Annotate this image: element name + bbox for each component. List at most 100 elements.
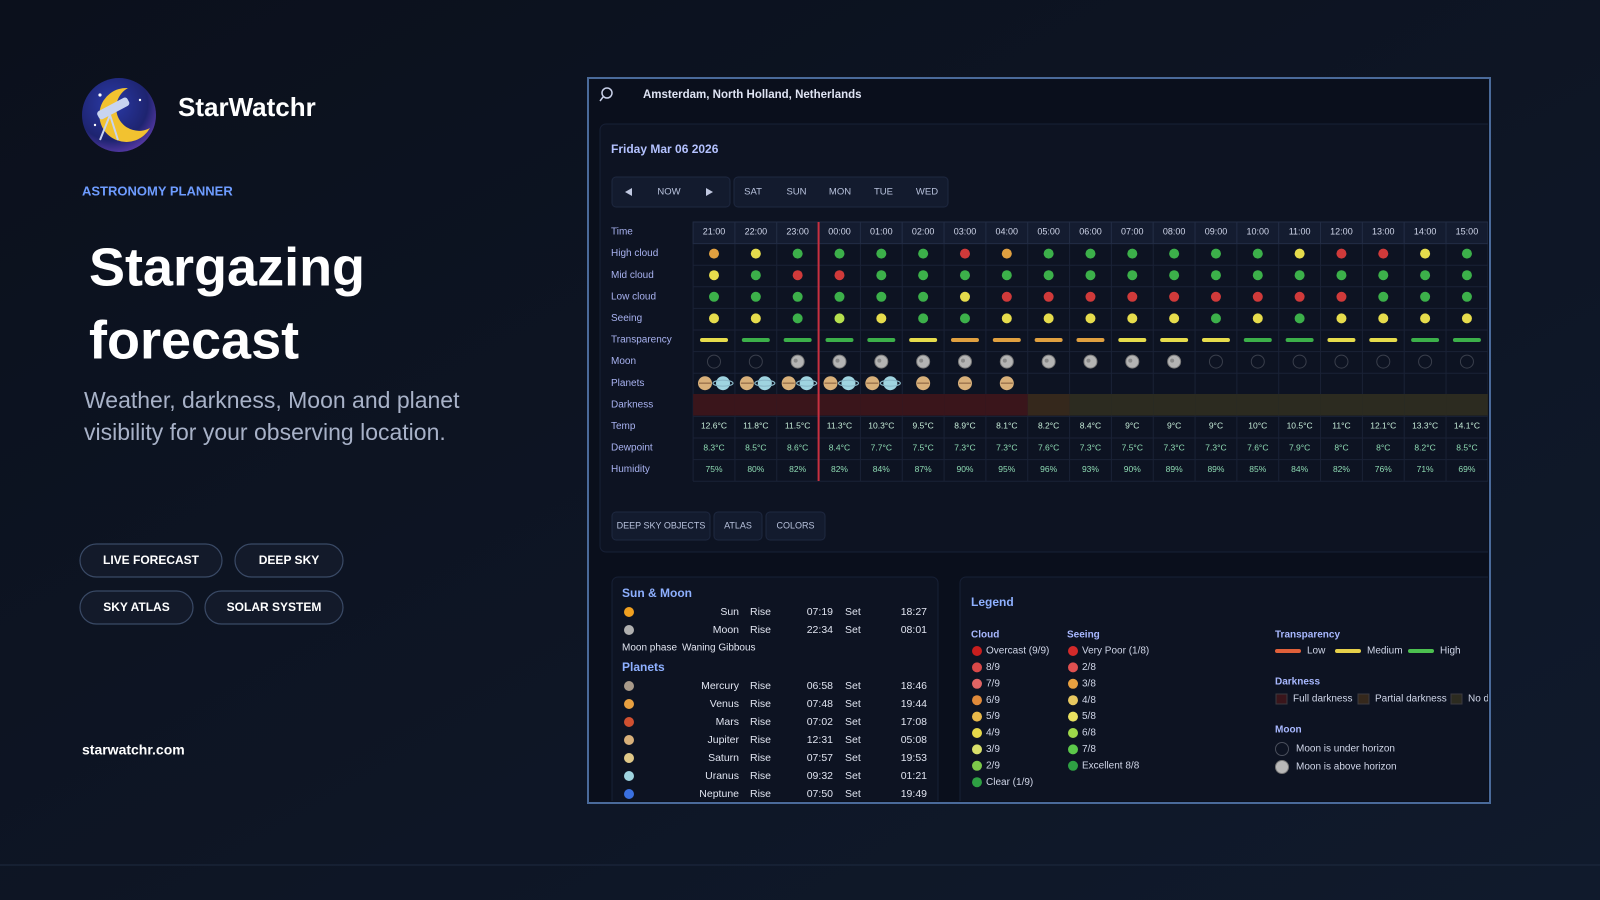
humidity-value: 96% [1040, 464, 1057, 474]
humidity-value: 90% [956, 464, 973, 474]
humidity-value: 87% [915, 464, 932, 474]
link-label[interactable]: LIVE FORECAST [103, 553, 200, 567]
rise-label: Rise [750, 680, 771, 692]
body-icon [624, 735, 634, 745]
moon-crater [877, 358, 882, 363]
dewpoint-value: 7.3°C [954, 442, 975, 452]
link-button[interactable] [204, 590, 344, 625]
link-label[interactable]: DEEP SKY [259, 553, 319, 567]
condition-dot [750, 248, 761, 259]
darkness-cell [1195, 394, 1237, 416]
condition-dot [1127, 313, 1138, 324]
link-button[interactable] [234, 543, 344, 578]
legend-label: 4/8 [1082, 695, 1096, 706]
legend-label: 6/9 [986, 695, 1000, 706]
day-button[interactable]: MON [829, 187, 851, 198]
prev-button[interactable] [625, 188, 632, 196]
dewpoint-value: 7.6°C [1247, 442, 1268, 452]
tagline: ASTRONOMY PLANNER [82, 183, 233, 198]
condition-dot [1378, 248, 1389, 259]
legend-label: Full darkness [1293, 694, 1352, 705]
date: Friday Mar 06 2026 [611, 142, 719, 156]
humidity-value: 76% [1375, 464, 1392, 474]
moon-under [1292, 354, 1307, 369]
tool-label[interactable]: ATLAS [724, 520, 752, 530]
legend-dot [972, 662, 982, 673]
darkness-cell [985, 394, 1028, 416]
legend-swatch [1357, 693, 1370, 705]
planet-ring [754, 379, 776, 387]
time-label: 08:00 [1163, 226, 1186, 236]
transparency-bar [1118, 338, 1147, 342]
legend-bar [1335, 649, 1361, 653]
body-icon [624, 607, 634, 617]
condition-dot [709, 291, 719, 302]
now-button[interactable]: NOW [657, 187, 680, 198]
condition-dot [1085, 248, 1096, 259]
temp-value: 11.3°C [827, 421, 852, 431]
rise-label: Rise [750, 752, 771, 764]
moon-above [790, 354, 805, 369]
temp-value: 9°C [1167, 421, 1181, 431]
body-icon [624, 699, 634, 709]
row-label: High cloud [611, 248, 658, 259]
legend-swatch [1275, 693, 1288, 705]
moon-crater [960, 358, 965, 363]
humidity-value: 71% [1417, 464, 1434, 474]
transparency-bar [950, 338, 979, 342]
dewpoint-value: 8.2°C [1414, 442, 1435, 452]
darkness-cell [1027, 394, 1070, 416]
link-label[interactable]: SOLAR SYSTEM [227, 600, 322, 614]
condition-dot [792, 291, 803, 302]
transparency-bar [700, 338, 728, 342]
condition-dot [1001, 313, 1012, 324]
temp-value: 12.1°C [1370, 421, 1396, 431]
moon-above [1083, 354, 1098, 369]
condition-dot [1169, 248, 1180, 259]
link-button[interactable] [79, 543, 223, 578]
time-label: 02:00 [912, 226, 935, 236]
tool-button[interactable] [713, 511, 763, 541]
link-button[interactable] [79, 590, 194, 625]
humidity-value: 89% [1207, 464, 1224, 474]
body-icon [624, 717, 634, 727]
legend-label: 7/9 [986, 678, 1000, 689]
tool-button[interactable] [765, 511, 826, 541]
time-label: 21:00 [703, 226, 726, 236]
location[interactable]: Amsterdam, North Holland, Netherlands [643, 89, 862, 101]
moon-above [1167, 354, 1182, 369]
body-icon [624, 625, 634, 635]
sun-moon: Sun & Moon Sun Rise 07:19 Set 18:27 Moon Rise 22… [622, 586, 927, 800]
next-button[interactable] [706, 188, 713, 196]
search-icon[interactable] [599, 87, 613, 102]
moon-under [1208, 354, 1223, 369]
legend-moon [1275, 742, 1289, 756]
tool-label[interactable]: DEEP SKY OBJECTS [617, 520, 706, 530]
humidity-value: 93% [1082, 464, 1099, 474]
day-button[interactable]: SAT [744, 187, 762, 198]
darkness-cell [1446, 394, 1488, 416]
time-label: 01:00 [870, 226, 893, 236]
legend-dot [972, 646, 982, 656]
body-name: Sun [720, 606, 739, 618]
day-button[interactable]: SUN [786, 187, 806, 198]
tool-label[interactable]: COLORS [776, 520, 814, 530]
day-button[interactable]: TUE [874, 187, 893, 198]
day-button[interactable]: WED [916, 187, 938, 198]
body-name: Mars [716, 716, 739, 728]
condition-dot [1378, 270, 1389, 281]
time-label: 04:00 [996, 226, 1019, 236]
link-label[interactable]: SKY ATLAS [103, 600, 169, 614]
body-name: Venus [710, 698, 739, 710]
condition-dot [1252, 270, 1263, 281]
condition-dot [1336, 313, 1347, 324]
set-time: 18:46 [901, 680, 927, 692]
dewpoint-value: 8.5°C [1456, 442, 1477, 452]
rise-label: Rise [750, 698, 771, 710]
tool-button[interactable] [611, 511, 711, 541]
temp-value: 8.4°C [1080, 421, 1101, 431]
transparency-bar [1201, 338, 1230, 342]
dewpoint-value: 8°C [1376, 442, 1390, 452]
moon-crater [793, 358, 798, 363]
moon-above [957, 354, 972, 369]
